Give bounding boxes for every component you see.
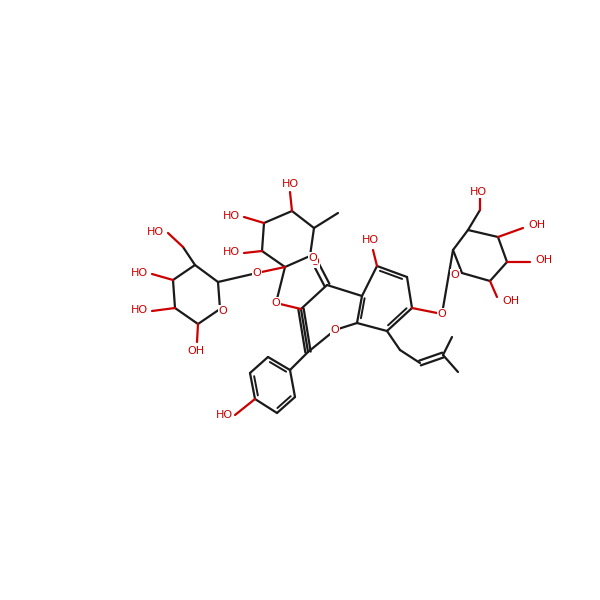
- Text: O: O: [437, 309, 446, 319]
- Text: HO: HO: [223, 211, 240, 221]
- Text: HO: HO: [469, 187, 487, 197]
- Text: OH: OH: [528, 220, 545, 230]
- Text: OH: OH: [187, 346, 205, 356]
- Text: O: O: [253, 268, 262, 278]
- Text: HO: HO: [131, 305, 148, 315]
- Text: HO: HO: [216, 410, 233, 420]
- Text: HO: HO: [281, 179, 299, 189]
- Text: O: O: [272, 298, 280, 308]
- Text: O: O: [308, 253, 317, 263]
- Text: HO: HO: [223, 247, 240, 257]
- Text: HO: HO: [147, 227, 164, 237]
- Text: HO: HO: [131, 268, 148, 278]
- Text: O: O: [331, 325, 340, 335]
- Text: HO: HO: [361, 235, 379, 245]
- Text: O: O: [218, 306, 227, 316]
- Text: O: O: [311, 257, 319, 267]
- Text: O: O: [451, 270, 460, 280]
- Text: OH: OH: [502, 296, 519, 306]
- Text: OH: OH: [535, 255, 552, 265]
